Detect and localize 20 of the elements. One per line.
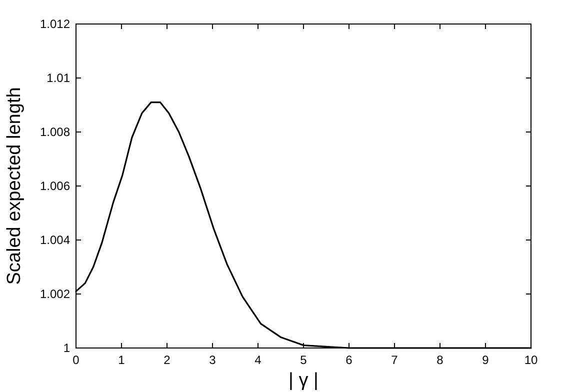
- y-tick-label: 1.012: [40, 17, 70, 31]
- x-tick-label: 0: [72, 353, 80, 367]
- x-axis-title: | γ |: [288, 370, 318, 391]
- x-tick-label: 8: [436, 353, 444, 367]
- x-tick-label: 7: [391, 353, 398, 367]
- x-tick-label: 3: [209, 353, 216, 367]
- x-tick-label: 5: [300, 353, 308, 367]
- x-tick-label: 10: [524, 353, 538, 367]
- y-tick-label: 1.006: [40, 179, 70, 193]
- y-tick-label: 1.008: [40, 125, 70, 139]
- y-tick-label: 1: [63, 341, 70, 355]
- x-tick-label: 1: [118, 353, 126, 367]
- y-tick-label: 1.004: [40, 233, 70, 247]
- x-tick-label: 6: [346, 353, 353, 367]
- x-tick-label: 2: [164, 353, 171, 367]
- x-tick-label: 9: [482, 353, 490, 367]
- y-axis-title: Scaled expected length: [4, 87, 25, 285]
- y-tick-label: 1.01: [46, 71, 70, 85]
- y-tick-label: 1.002: [40, 287, 70, 301]
- x-tick-label: 4: [254, 353, 262, 367]
